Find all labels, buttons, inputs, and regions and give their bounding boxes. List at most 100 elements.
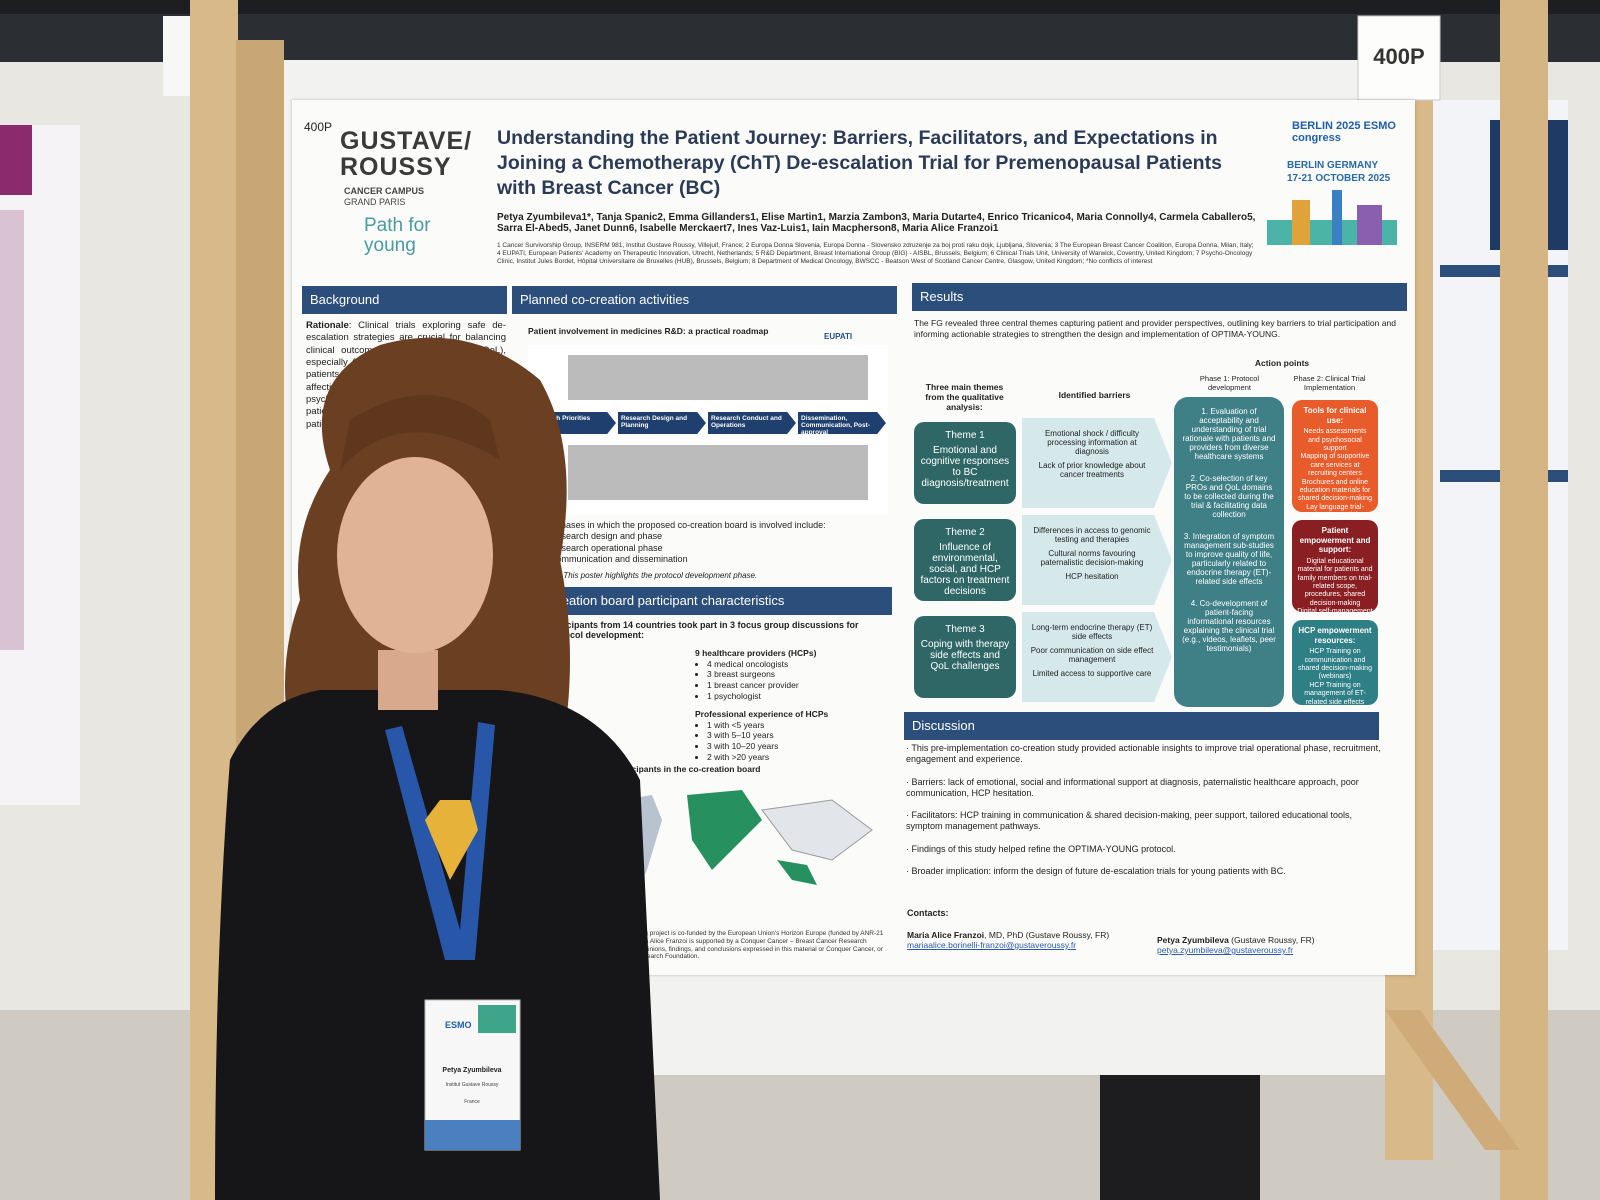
contact-role: (Gustave Roussy, FR) (1228, 935, 1315, 945)
contact: Maria Alice Franzoi, MD, PhD (Gustave Ro… (907, 930, 1109, 950)
phase2-box: Patient empowerment and support: Digital … (1292, 520, 1378, 632)
project-logo: Path for young (364, 215, 431, 256)
phase2-title: HCP empowerment resources: (1298, 626, 1372, 645)
rationale-label: Rationale (306, 320, 349, 331)
section-heading: Co-creation board participant characteri… (522, 587, 892, 615)
phases-list: Research design and phaseResearch operat… (538, 531, 888, 565)
roadmap-title: Patient involvement in medicines R&D: a … (528, 326, 769, 336)
phase1-point: 1. Evaluation of acceptability and under… (1182, 407, 1276, 461)
poster-code: 400P (304, 120, 333, 134)
discussion-item: Broader implication: inform the design o… (906, 866, 1386, 877)
roadmap-stages: Research Priorities Research Design and P… (528, 412, 886, 434)
theme-box: Theme 1 Emotional and cognitive responses… (914, 422, 1016, 504)
funding: The Path-for-young project is co-funded … (592, 930, 884, 961)
barrier-box: Differences in access to genomic testing… (1022, 515, 1172, 605)
logo-line: GUSTAVE/ (340, 127, 473, 155)
conference-name: ESMO congress (1292, 120, 1396, 144)
hcp-list: 4 medical oncologists3 breast surgeons1 … (695, 659, 885, 702)
column-heading: Action points (1254, 358, 1310, 368)
theme-box: Theme 3 Coping with therapy side effects … (914, 616, 1016, 698)
conference-location: BERLIN GERMANY (1287, 160, 1379, 171)
discussion-item: This pre-implementation co-creation stud… (906, 743, 1386, 766)
column-heading: Identified barriers (1058, 390, 1131, 400)
barrier-item: Lack of prior knowledge about cancer tre… (1038, 461, 1146, 479)
barrier-item: Cultural norms favouring paternalistic d… (1040, 549, 1144, 567)
barrier-item: Differences in access to genomic testing… (1033, 526, 1151, 544)
conference-edition: BERLIN 2025 (1292, 120, 1361, 132)
column-heading: Three main themes from the qualitative a… (925, 382, 1004, 412)
hcp-item: 4 medical oncologists (707, 659, 885, 670)
phase1-point: 3. Integration of symptom management sub… (1183, 532, 1275, 586)
hcp-title: 9 healthcare providers (HCPs) (695, 648, 817, 658)
theme-label: Theme 3 (945, 624, 985, 635)
discussion-item: Findings of this study helped refine the… (906, 844, 1386, 855)
barrier-item: Long-term endocrine therapy (ET) side ef… (1031, 623, 1153, 641)
hcp-item: 1 psychologist (707, 691, 885, 702)
phase-heading: Phase 2: Clinical Trial Implementation (1293, 374, 1366, 392)
contact-line: Maria Alice Franzoi, MD, PhD (Gustave Ro… (907, 930, 1109, 940)
note-text: : This poster highlights the protocol de… (558, 571, 758, 580)
phase1-point: 4. Co-development of patient-facing info… (1182, 599, 1276, 653)
contact-name: Maria Alice Franzoi (907, 930, 985, 940)
theme-label: Theme 1 (945, 430, 985, 441)
hcp-list: 4 medical oncologists3 breast surgeons1 … (695, 659, 885, 702)
barrier-item: Emotional shock / difficulty processing … (1044, 429, 1140, 456)
phase2-item: Lay language trial-related materials (1306, 503, 1364, 520)
roadmap-stage: Research Conduct and Operations (708, 412, 796, 434)
phase2-box: Tools for clinical use: Needs assessments… (1292, 400, 1378, 519)
phase2-box: HCP empowerment resources: HCP Training o… (1292, 620, 1378, 714)
contact-line: Petya Zyumbileva (Gustave Roussy, FR) (1157, 935, 1315, 945)
section-heading: Discussion (904, 712, 1379, 740)
affiliations: 1 Cancer Survivorship Group, INSERM 981,… (497, 242, 1254, 265)
note-label: *Note (538, 571, 559, 580)
barrier-box: Emotional shock / difficulty processing … (1022, 418, 1172, 508)
section-heading: Planned co-creation activities (512, 286, 897, 314)
logo-city: GRAND PARIS (344, 197, 406, 207)
theme-text: Influence of environmental, social, and … (920, 542, 1010, 597)
logo: GUSTAVE/ ROUSSY (340, 128, 472, 180)
phases-intro: The phases in which the proposed co-crea… (538, 520, 826, 530)
contacts-heading: Contacts: (907, 908, 949, 918)
contact-email: mariaalice.borinelli-franzoi@gustaverous… (907, 940, 1077, 950)
exp-item: 2 with >20 years (707, 752, 885, 763)
barrier-item: Poor communication on side effect manage… (1030, 646, 1154, 664)
phase2-item: HCP Training on communication and shared… (1298, 648, 1372, 681)
exp-item: 3 with 10–20 years (707, 741, 885, 752)
theme-text: Coping with therapy side effects and QoL… (920, 639, 1010, 672)
eupati-logo: EUPATI (824, 332, 853, 341)
phases: The phases in which the proposed co-crea… (538, 520, 888, 581)
discussion-item: Facilitators: HCP training in communicat… (906, 810, 1386, 833)
phase2-title: Patient empowerment and support: (1299, 526, 1371, 555)
logo-campus: CANCER CAMPUS (344, 186, 425, 196)
theme-text: Emotional and cognitive responses to BC … (920, 445, 1010, 489)
contact-role: , MD, PhD (Gustave Roussy, FR) (984, 930, 1110, 940)
hcp-item: 1 breast cancer provider (707, 680, 885, 691)
phase2-item: HCP Training on management of ET-related… (1304, 681, 1366, 714)
phase2-item: Mapping of supportive care services at r… (1300, 453, 1370, 478)
poster-title: Understanding the Patient Journey: Barri… (497, 127, 1222, 199)
discussion-list: This pre-implementation co-creation stud… (906, 743, 1386, 888)
section-heading: Background (302, 286, 507, 314)
authors: Petya Zyumbileva1*, Tanja Spanic2, Emma … (497, 212, 1256, 234)
characteristics-intro: participants from 14 countries took part… (547, 620, 859, 640)
world-map (612, 790, 873, 900)
results-intro: The FG revealed three central themes cap… (914, 318, 1396, 340)
hcp-block: 9 healthcare providers (HCPs) 4 medical … (695, 648, 885, 762)
roadmap-stage: Dissemination, Communication, Post-appro… (798, 412, 886, 434)
hcp-item: 3 breast surgeons (707, 669, 885, 680)
discussion-item: Barriers: lack of emotional, social and … (906, 777, 1386, 800)
logo-line: ROUSSY (340, 153, 452, 181)
phase1-box: 1. Evaluation of acceptability and under… (1174, 397, 1284, 707)
barrier-box: Long-term endocrine therapy (ET) side ef… (1022, 612, 1172, 702)
exp-item: 1 with <5 years (707, 720, 885, 731)
conference-dates: 17-21 OCTOBER 2025 (1287, 173, 1391, 184)
phase2-item: Brochures and online education materials… (1298, 478, 1372, 503)
theme-box: Theme 2 Influence of environmental, socia… (914, 519, 1016, 601)
theme-label: Theme 2 (945, 527, 985, 538)
barrier-item: HCP hesitation (1065, 572, 1119, 581)
contact-email: petya.zyumbileva@gustaveroussy.fr (1157, 945, 1294, 955)
section-heading: Results (912, 283, 1407, 311)
roadmap-stage: Research Priorities (528, 412, 616, 434)
roadmap-stage: Research Design and Planning (618, 412, 706, 434)
